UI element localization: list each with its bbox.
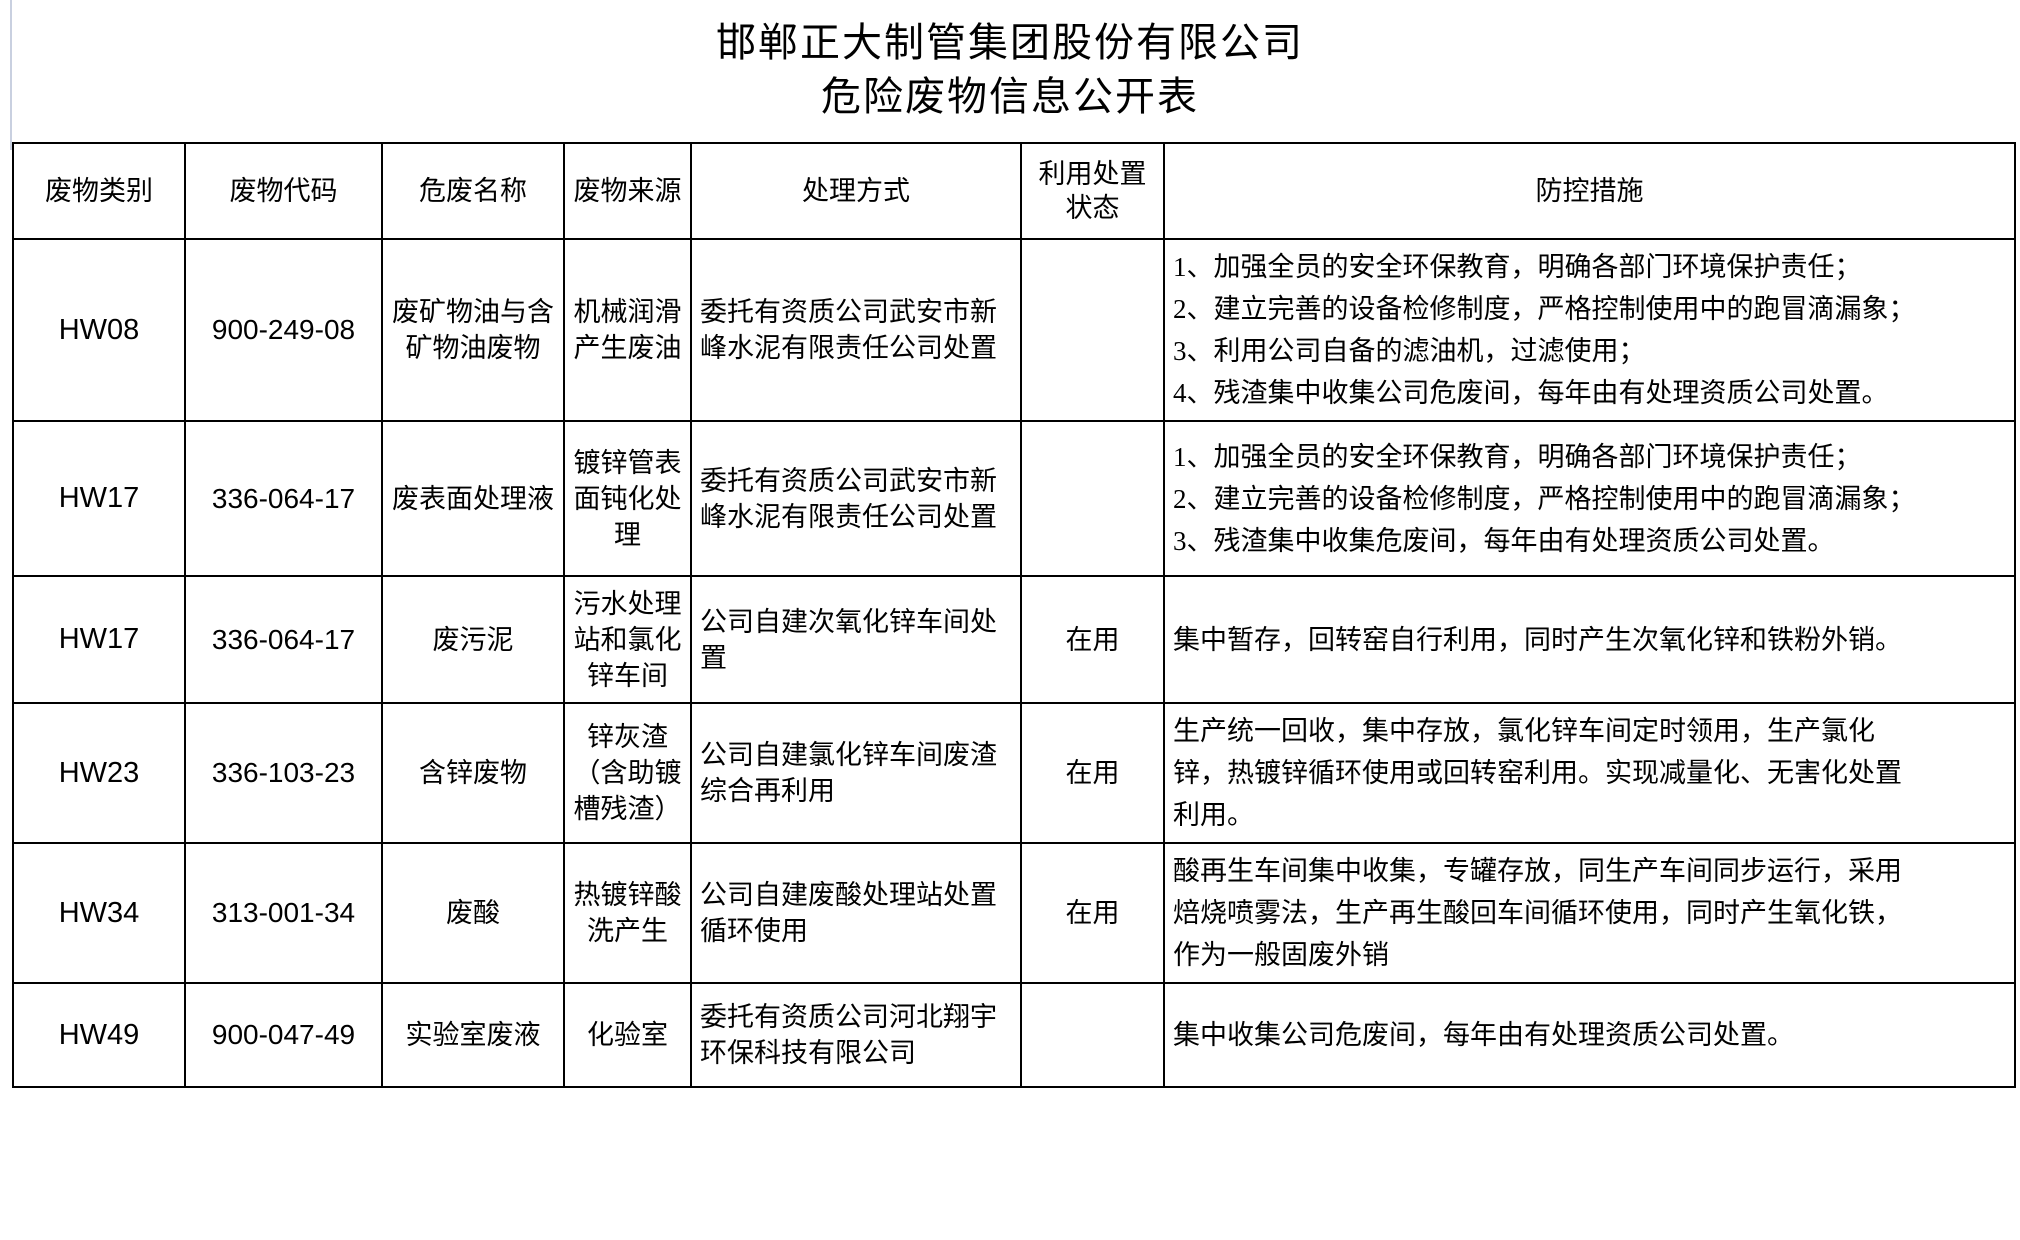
cell-control-measures: 酸再生车间集中收集，专罐存放，同生产车间同步运行，采用 焙烧喷雾法，生产再生酸回车… bbox=[1163, 842, 2016, 984]
cell-hazardous-name: 实验室废液 bbox=[381, 982, 565, 1088]
cell-waste-code: 336-064-17 bbox=[184, 575, 383, 704]
header-control-measures: 防控措施 bbox=[1163, 142, 2016, 240]
cell-waste-source: 锌灰渣（含助镀槽残渣） bbox=[563, 702, 692, 844]
header-utilization-status: 利用处置 状态 bbox=[1020, 142, 1165, 240]
cell-utilization-status bbox=[1020, 420, 1165, 577]
cell-treatment-method: 委托有资质公司河北翔宇环保科技有限公司 bbox=[690, 982, 1022, 1088]
control-measure-line: 1、加强全员的安全环保教育，明确各部门环境保护责任； bbox=[1173, 441, 1862, 472]
cell-waste-category: HW23 bbox=[12, 702, 186, 844]
control-measure-line: 锌，热镀锌循环使用或回转窑利用。实现减量化、无害化处置 bbox=[1173, 758, 1902, 788]
cell-waste-category: HW34 bbox=[12, 842, 186, 984]
document-title-block: 邯郸正大制管集团股份有限公司 危险废物信息公开表 bbox=[0, 0, 2020, 124]
cell-waste-source: 镀锌管表面钝化处理 bbox=[563, 420, 692, 577]
header-waste-source: 废物来源 bbox=[563, 142, 692, 240]
control-measure-line: 4、残渣集中收集公司危废间，每年由有处理资质公司处置。 bbox=[1173, 378, 1889, 408]
control-measure-line: 3、残渣集中收集危废间，每年由有处理资质公司处置。 bbox=[1173, 525, 1835, 556]
cell-treatment-method: 委托有资质公司武安市新峰水泥有限责任公司处置 bbox=[690, 238, 1022, 422]
control-measure-line: 作为一般固废外销 bbox=[1173, 940, 1389, 970]
cell-waste-source: 污水处理站和氯化锌车间 bbox=[563, 575, 692, 704]
cell-control-measures: 集中收集公司危废间，每年由有处理资质公司处置。 bbox=[1163, 982, 2016, 1088]
cell-waste-source: 化验室 bbox=[563, 982, 692, 1088]
cell-hazardous-name: 废矿物油与含矿物油废物 bbox=[381, 238, 565, 422]
control-measure-line: 利用。 bbox=[1173, 800, 1254, 830]
header-hazardous-name: 危废名称 bbox=[381, 142, 565, 240]
cell-treatment-method: 公司自建废酸处理站处置循环使用 bbox=[690, 842, 1022, 984]
header-treatment-method: 处理方式 bbox=[690, 142, 1022, 240]
control-measure-line: 3、利用公司自备的滤油机，过滤使用； bbox=[1173, 336, 1646, 366]
page-title-line-1: 邯郸正大制管集团股份有限公司 bbox=[716, 20, 1304, 65]
cell-hazardous-name: 废表面处理液 bbox=[381, 420, 565, 577]
header-waste-category: 废物类别 bbox=[12, 142, 186, 240]
cell-treatment-method: 公司自建氯化锌车间废渣综合再利用 bbox=[690, 702, 1022, 844]
cell-waste-code: 313-001-34 bbox=[184, 842, 383, 984]
cell-waste-code: 336-103-23 bbox=[184, 702, 383, 844]
cell-waste-code: 900-047-49 bbox=[184, 982, 383, 1088]
control-measure-line: 集中收集公司危废间，每年由有处理资质公司处置。 bbox=[1173, 1020, 1794, 1050]
table-row: HW17 336-064-17 废污泥 污水处理站和氯化锌车间 公司自建次氧化锌车间处置… bbox=[12, 575, 2016, 704]
hazardous-waste-table: 废物类别 废物代码 危废名称 废物来源 处理方式 利用处置 状态 防控措施 HW… bbox=[12, 142, 2016, 1088]
control-measure-line: 集中暂存，回转窑自行利用，同时产生次氧化锌和铁粉外销。 bbox=[1173, 624, 1902, 655]
cell-control-measures: 生产统一回收，集中存放，氯化锌车间定时领用，生产氯化 锌，热镀锌循环使用或回转窑利… bbox=[1163, 702, 2016, 844]
cell-control-measures: 1、加强全员的安全环保教育，明确各部门环境保护责任； 2、建立完善的设备检修制度，… bbox=[1163, 420, 2016, 577]
header-utilization-status-line-1: 利用处置 bbox=[1038, 159, 1147, 189]
table-header-row: 废物类别 废物代码 危废名称 废物来源 处理方式 利用处置 状态 防控措施 bbox=[12, 142, 2016, 240]
cell-waste-source: 机械润滑产生废油 bbox=[563, 238, 692, 422]
table-row: HW08 900-249-08 废矿物油与含矿物油废物 机械润滑产生废油 委托有资质公司… bbox=[12, 238, 2016, 422]
page-title-line-2: 危险废物信息公开表 bbox=[821, 74, 1199, 119]
page-edge-rule bbox=[0, 0, 12, 150]
cell-utilization-status: 在用 bbox=[1020, 842, 1165, 984]
control-measure-line: 生产统一回收，集中存放，氯化锌车间定时领用，生产氯化 bbox=[1173, 716, 1875, 746]
cell-waste-code: 900-249-08 bbox=[184, 238, 383, 422]
cell-treatment-method: 委托有资质公司武安市新峰水泥有限责任公司处置 bbox=[690, 420, 1022, 577]
control-measure-line: 焙烧喷雾法，生产再生酸回车间循环使用，同时产生氧化铁， bbox=[1173, 898, 1902, 928]
table-row: HW23 336-103-23 含锌废物 锌灰渣（含助镀槽残渣） 公司自建氯化锌车间废渣… bbox=[12, 702, 2016, 844]
table-row: HW49 900-047-49 实验室废液 化验室 委托有资质公司河北翔宇环保科技有限公… bbox=[12, 982, 2016, 1088]
cell-utilization-status: 在用 bbox=[1020, 575, 1165, 704]
cell-control-measures: 1、加强全员的安全环保教育，明确各部门环境保护责任； 2、建立完善的设备检修制度，… bbox=[1163, 238, 2016, 422]
header-utilization-status-line-2: 状态 bbox=[1065, 193, 1120, 223]
cell-hazardous-name: 废酸 bbox=[381, 842, 565, 984]
cell-hazardous-name: 含锌废物 bbox=[381, 702, 565, 844]
cell-control-measures: 集中暂存，回转窑自行利用，同时产生次氧化锌和铁粉外销。 bbox=[1163, 575, 2016, 704]
control-measure-line: 酸再生车间集中收集，专罐存放，同生产车间同步运行，采用 bbox=[1173, 856, 1902, 886]
cell-waste-category: HW08 bbox=[12, 238, 186, 422]
cell-hazardous-name: 废污泥 bbox=[381, 575, 565, 704]
control-measure-line: 1、加强全员的安全环保教育，明确各部门环境保护责任； bbox=[1173, 252, 1862, 282]
cell-waste-category: HW49 bbox=[12, 982, 186, 1088]
table-body: HW08 900-249-08 废矿物油与含矿物油废物 机械润滑产生废油 委托有资质公司… bbox=[12, 238, 2016, 1088]
control-measure-line: 2、建立完善的设备检修制度，严格控制使用中的跑冒滴漏象； bbox=[1173, 294, 1916, 324]
cell-waste-category: HW17 bbox=[12, 575, 186, 704]
cell-waste-code: 336-064-17 bbox=[184, 420, 383, 577]
table-row: HW17 336-064-17 废表面处理液 镀锌管表面钝化处理 委托有资质公司武安市新… bbox=[12, 420, 2016, 577]
cell-waste-source: 热镀锌酸洗产生 bbox=[563, 842, 692, 984]
control-measure-line: 2、建立完善的设备检修制度，严格控制使用中的跑冒滴漏象； bbox=[1173, 483, 1916, 514]
cell-utilization-status: 在用 bbox=[1020, 702, 1165, 844]
cell-treatment-method: 公司自建次氧化锌车间处置 bbox=[690, 575, 1022, 704]
cell-utilization-status bbox=[1020, 982, 1165, 1088]
table-row: HW34 313-001-34 废酸 热镀锌酸洗产生 公司自建废酸处理站处置循环使用 在用… bbox=[12, 842, 2016, 984]
cell-waste-category: HW17 bbox=[12, 420, 186, 577]
header-waste-code: 废物代码 bbox=[184, 142, 383, 240]
cell-utilization-status bbox=[1020, 238, 1165, 422]
